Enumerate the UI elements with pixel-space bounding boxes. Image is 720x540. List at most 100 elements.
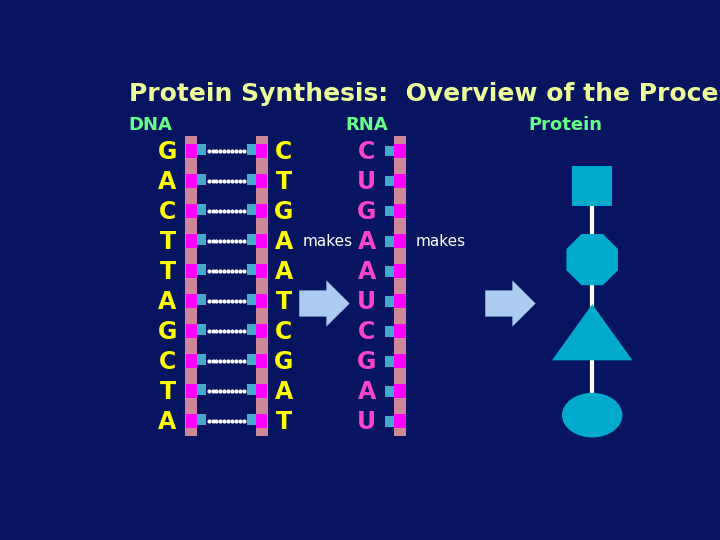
Text: T: T [276,290,292,314]
Text: T: T [159,380,176,404]
Bar [197,204,206,215]
Bar [394,137,406,436]
Text: G: G [158,320,177,344]
Text: T: T [276,410,292,434]
Text: Protein Synthesis:  Overview of the Process: Protein Synthesis: Overview of the Proce… [129,82,720,106]
Bar [256,204,266,218]
Bar [197,234,206,245]
Bar [256,144,266,158]
Text: G: G [357,350,377,374]
Polygon shape [552,304,632,360]
Bar [186,384,197,398]
Text: C: C [275,140,292,164]
Text: A: A [358,380,376,404]
Bar [384,326,394,336]
Text: makes: makes [303,234,354,248]
Bar [246,144,256,155]
Bar [256,294,266,308]
Bar [384,176,394,186]
Text: A: A [158,290,176,314]
Text: A: A [358,230,376,254]
Bar [197,294,206,305]
Bar [246,204,256,215]
Bar [394,204,406,218]
Bar [246,325,256,335]
Bar [384,266,394,276]
Bar [394,174,406,188]
Bar [394,414,406,428]
Bar [186,174,197,188]
Bar [394,325,406,338]
Text: A: A [274,260,293,284]
Bar [384,236,394,247]
Bar [384,296,394,307]
Bar [384,356,394,367]
Bar [197,144,206,155]
Bar [256,414,266,428]
Text: C: C [159,200,176,224]
Bar [394,354,406,368]
Bar [572,166,612,206]
Bar [197,264,206,275]
Bar [256,137,269,436]
Text: A: A [158,170,176,194]
Bar [186,414,197,428]
Bar [384,146,394,157]
Text: G: G [274,350,294,374]
Bar [384,416,394,427]
Text: G: G [274,200,294,224]
Text: C: C [275,320,292,344]
Text: T: T [276,170,292,194]
Text: A: A [358,260,376,284]
Bar [256,384,266,398]
Bar [197,325,206,335]
Bar [246,234,256,245]
Text: U: U [357,290,377,314]
Bar [186,144,197,158]
Text: C: C [358,140,375,164]
Bar [197,384,206,395]
Text: T: T [159,230,176,254]
Bar [246,384,256,395]
Polygon shape [567,234,618,285]
Bar [384,206,394,217]
Bar [186,325,197,338]
Text: C: C [358,320,375,344]
Bar [394,384,406,398]
Text: makes: makes [415,234,466,248]
Text: G: G [158,140,177,164]
Text: U: U [357,410,377,434]
Bar [197,174,206,185]
Bar [256,264,266,278]
Text: A: A [274,230,293,254]
Text: G: G [357,200,377,224]
Bar [394,234,406,248]
FancyArrow shape [485,280,536,327]
Bar [184,137,197,436]
Bar [246,414,256,425]
Bar [394,144,406,158]
Text: A: A [158,410,176,434]
Bar [256,354,266,368]
Text: U: U [357,170,377,194]
Bar [246,294,256,305]
Bar [197,414,206,425]
Text: Protein: Protein [528,116,602,134]
Bar [384,386,394,397]
Bar [246,264,256,275]
FancyArrow shape [300,280,350,327]
Bar [186,204,197,218]
Bar [186,354,197,368]
Bar [246,174,256,185]
Bar [197,354,206,365]
Bar [394,294,406,308]
Bar [256,234,266,248]
Text: C: C [159,350,176,374]
Bar [186,294,197,308]
Text: RNA: RNA [346,116,388,134]
Text: DNA: DNA [129,116,173,134]
Text: T: T [159,260,176,284]
Bar [394,264,406,278]
Bar [256,174,266,188]
Ellipse shape [562,393,622,437]
